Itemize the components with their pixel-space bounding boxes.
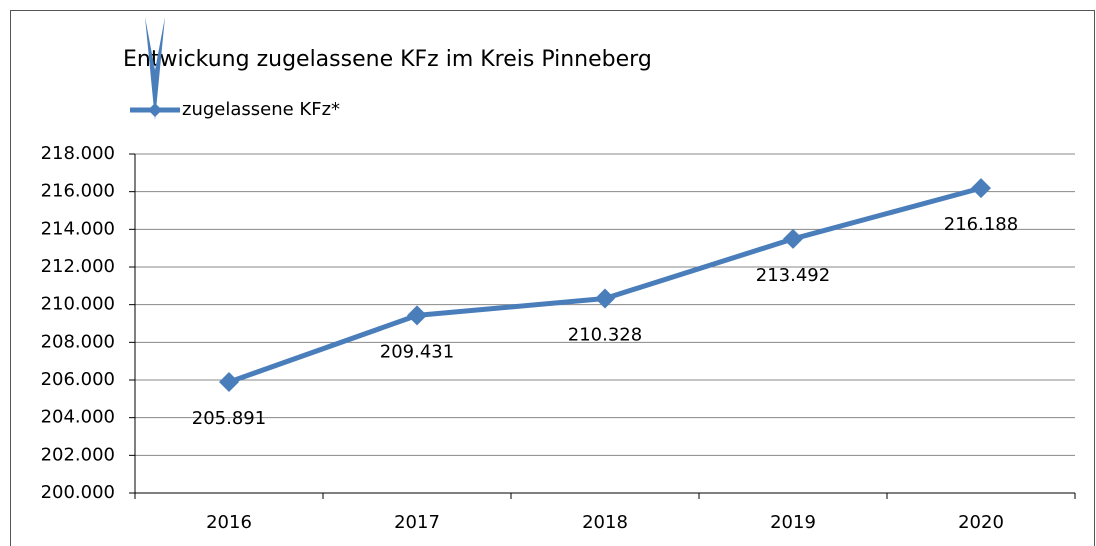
data-point <box>407 305 427 326</box>
data-label: 213.492 <box>756 265 830 286</box>
x-tick-label: 2017 <box>394 512 440 533</box>
data-label: 209.431 <box>380 341 454 362</box>
x-tick-label: 2020 <box>958 512 1004 533</box>
y-tick-label: 218.000 <box>41 143 115 164</box>
y-tick-label: 216.000 <box>41 181 115 202</box>
y-tick-label: 214.000 <box>41 218 115 239</box>
chart-title: Entwickung zugelassene KFz im Kreis Pinn… <box>123 47 652 72</box>
y-tick-label: 202.000 <box>41 444 115 465</box>
data-point <box>595 288 615 309</box>
data-label: 216.188 <box>944 214 1018 235</box>
y-tick-label: 206.000 <box>41 369 115 390</box>
data-label: 210.328 <box>568 324 642 345</box>
y-tick-label: 212.000 <box>41 256 115 277</box>
legend-marker <box>145 17 165 120</box>
x-tick-label: 2018 <box>582 512 628 533</box>
x-tick-label: 2019 <box>770 512 816 533</box>
data-label: 205.891 <box>192 408 266 429</box>
data-point <box>219 372 239 393</box>
x-tick-label: 2016 <box>206 512 252 533</box>
legend-marker <box>148 103 162 117</box>
y-tick-label: 200.000 <box>41 482 115 503</box>
data-point <box>971 178 991 199</box>
y-tick-label: 210.000 <box>41 294 115 315</box>
y-tick-label: 208.000 <box>41 331 115 352</box>
legend-label: zugelassene KFz* <box>182 99 340 120</box>
y-tick-label: 204.000 <box>41 407 115 428</box>
chart-frame <box>10 10 1095 546</box>
data-point <box>783 228 803 249</box>
